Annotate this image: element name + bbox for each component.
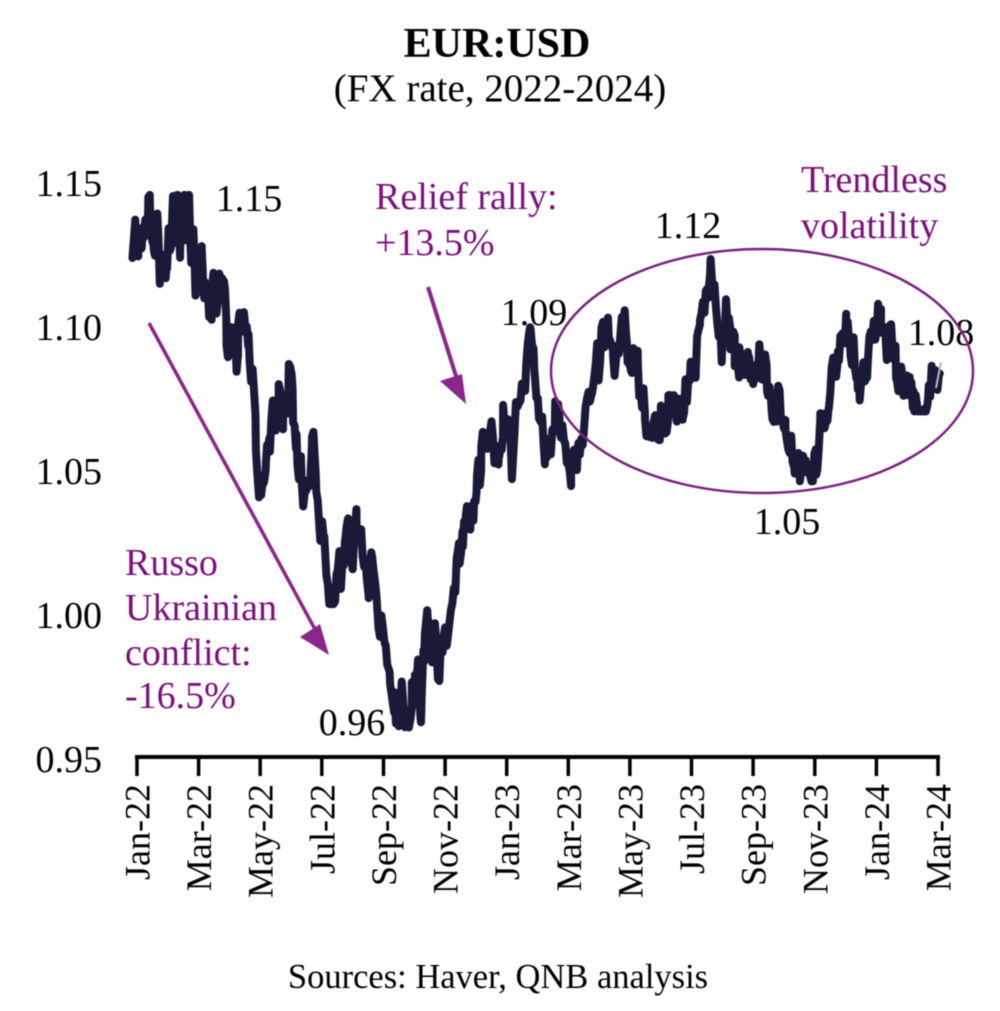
svg-text:Sep-23: Sep-23 [734, 784, 774, 886]
svg-text:1.08: 1.08 [908, 312, 975, 354]
svg-text:Jul-23: Jul-23 [672, 784, 712, 874]
svg-text:EUR:USD: EUR:USD [404, 21, 591, 67]
svg-text:1.05: 1.05 [36, 451, 103, 493]
svg-text:Nov-22: Nov-22 [426, 784, 466, 894]
svg-text:+13.5%: +13.5% [375, 222, 495, 264]
svg-text:1.15: 1.15 [36, 163, 103, 205]
svg-text:Ukrainian: Ukrainian [125, 587, 277, 629]
svg-text:1.12: 1.12 [655, 205, 722, 247]
svg-text:(FX rate, 2022-2024): (FX rate, 2022-2024) [334, 67, 667, 110]
svg-text:0.95: 0.95 [36, 739, 103, 781]
svg-text:Jul-22: Jul-22 [302, 784, 342, 874]
svg-text:Mar-24: Mar-24 [919, 784, 959, 891]
svg-text:0.96: 0.96 [319, 702, 386, 744]
svg-text:Jan-22: Jan-22 [118, 784, 158, 880]
svg-text:Trendless: Trendless [801, 159, 947, 201]
svg-text:volatility: volatility [801, 205, 938, 247]
svg-text:1.15: 1.15 [216, 178, 283, 220]
svg-text:Sep-22: Sep-22 [364, 784, 404, 886]
svg-text:Jan-24: Jan-24 [857, 784, 897, 880]
svg-text:conflict:: conflict: [125, 632, 252, 674]
svg-text:Jan-23: Jan-23 [487, 784, 527, 880]
svg-text:-16.5%: -16.5% [125, 675, 236, 717]
svg-text:Mar-22: Mar-22 [179, 784, 219, 891]
svg-text:Nov-23: Nov-23 [795, 784, 835, 894]
svg-text:Sources: Haver, QNB analysis: Sources: Haver, QNB analysis [288, 958, 708, 996]
svg-text:1.00: 1.00 [36, 595, 103, 637]
svg-text:Mar-23: Mar-23 [549, 784, 589, 891]
svg-text:Relief rally:: Relief rally: [375, 176, 558, 218]
svg-text:1.09: 1.09 [501, 292, 568, 334]
svg-text:May-23: May-23 [610, 784, 650, 898]
svg-text:May-22: May-22 [241, 784, 281, 898]
svg-text:Russo: Russo [125, 542, 218, 584]
svg-text:1.05: 1.05 [754, 501, 821, 543]
svg-text:1.10: 1.10 [36, 307, 103, 349]
